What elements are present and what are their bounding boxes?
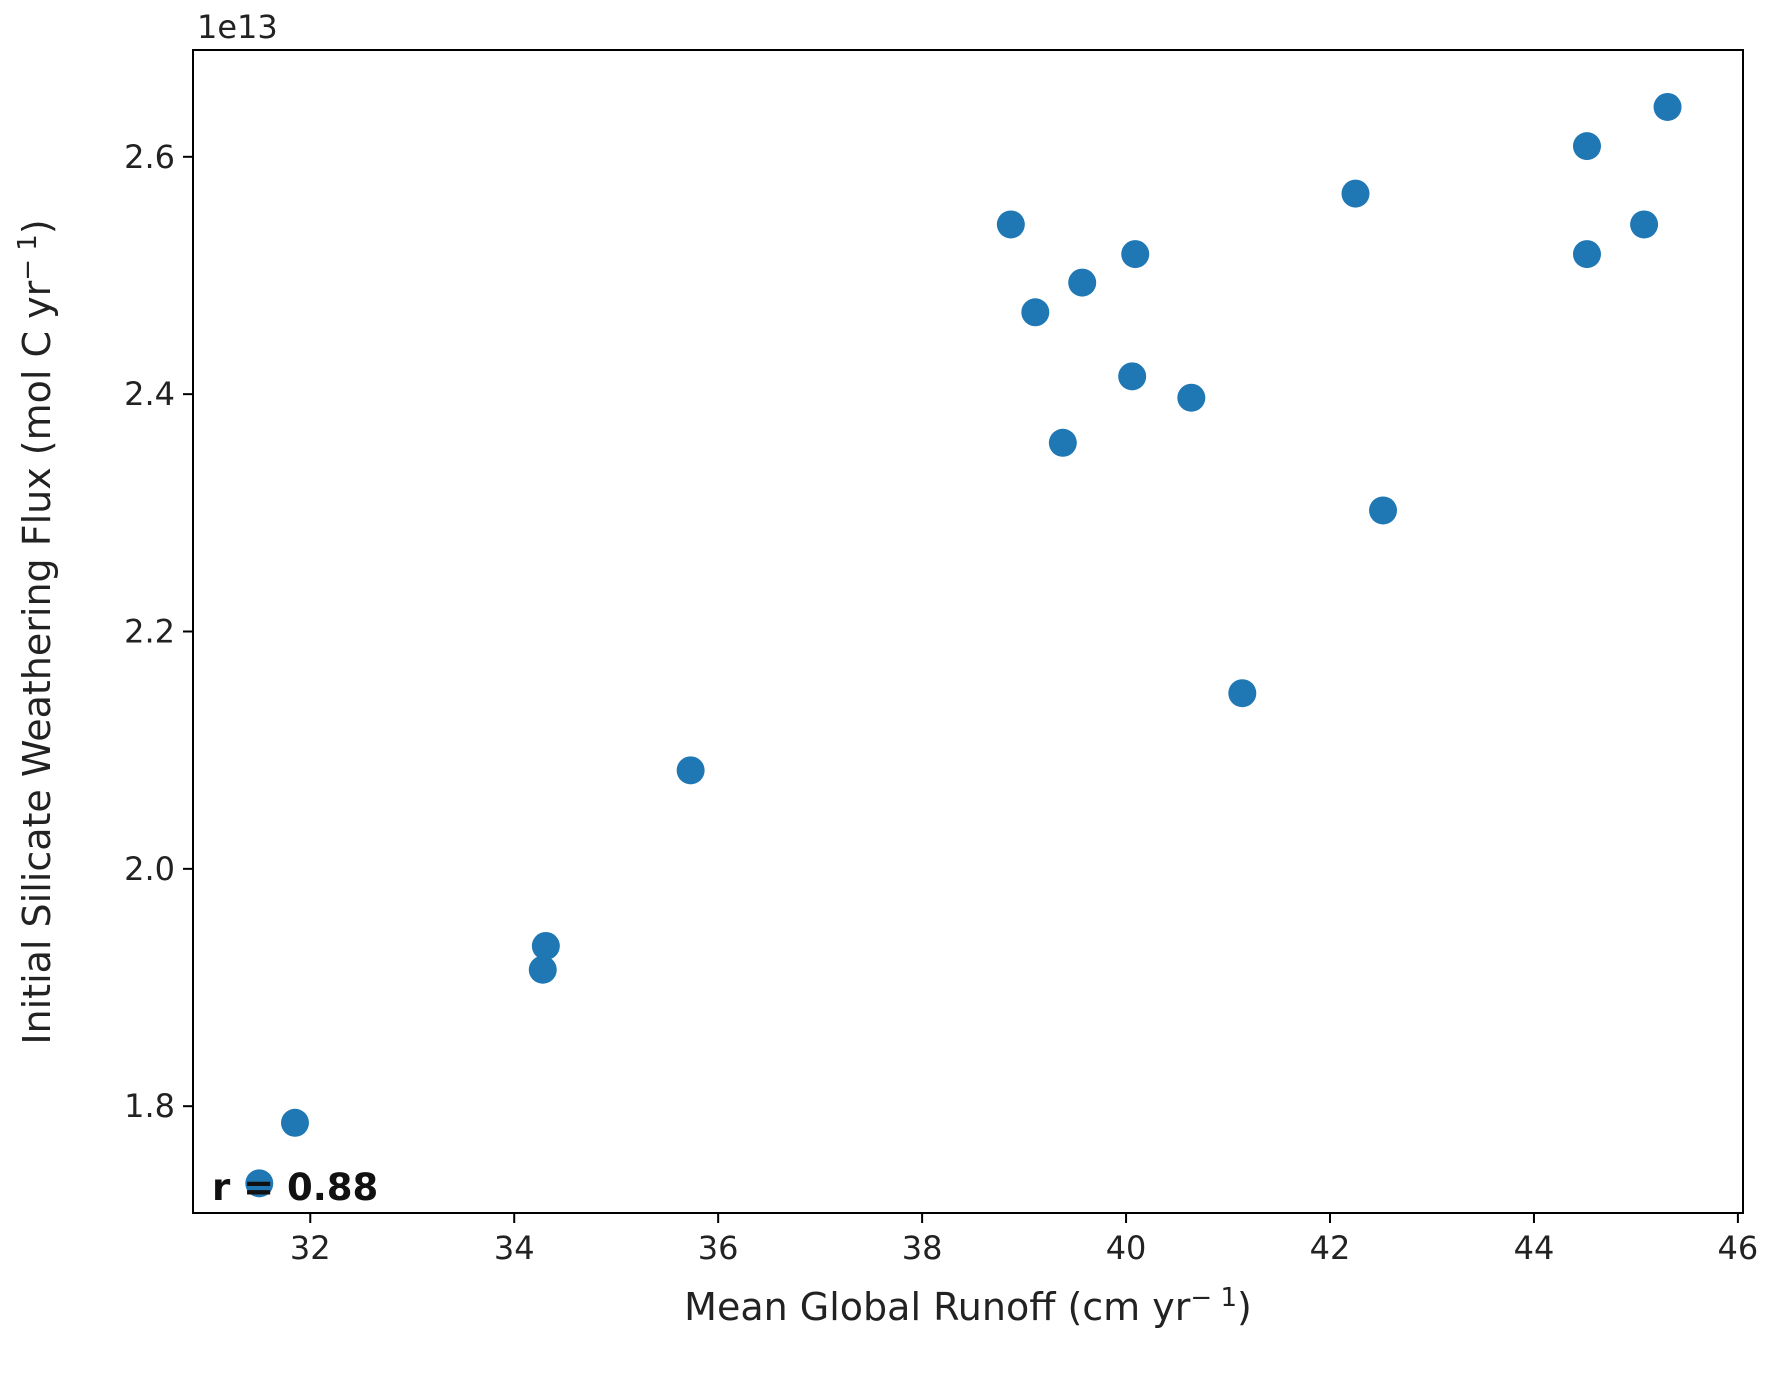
x-axis-label-sup: − 1 — [1190, 1283, 1237, 1313]
x-tick-label: 44 — [1514, 1229, 1555, 1267]
data-point — [1118, 362, 1147, 391]
data-point — [1572, 132, 1601, 161]
data-point — [996, 210, 1025, 239]
data-point — [1228, 679, 1257, 708]
y-tick-label: 2.6 — [124, 138, 175, 176]
data-point — [1021, 298, 1050, 327]
data-point — [1068, 268, 1097, 297]
data-points — [245, 92, 1682, 1198]
x-tick-label: 32 — [290, 1229, 331, 1267]
annotation-r: r = 0.88 — [212, 1166, 378, 1209]
data-point — [1177, 383, 1206, 412]
y-tick-label: 2.0 — [124, 850, 175, 888]
data-point — [1653, 92, 1682, 121]
data-point — [531, 931, 560, 960]
data-point — [280, 1108, 309, 1137]
x-tick-label: 38 — [902, 1229, 943, 1267]
x-axis-ticks: 32 34 36 38 40 42 44 46 — [290, 1213, 1758, 1267]
data-point — [1121, 240, 1150, 269]
data-point — [1572, 240, 1601, 269]
y-axis-label-sup: − 1 — [13, 234, 43, 281]
x-axis-label-main: Mean Global Runoff (cm yr — [684, 1285, 1191, 1329]
x-tick-label: 34 — [494, 1229, 535, 1267]
x-axis-label-close: ) — [1237, 1285, 1252, 1329]
y-axis-label-close: ) — [15, 219, 59, 234]
data-point — [1630, 210, 1659, 239]
x-axis-label: Mean Global Runoff (cm yr− 1) — [684, 1283, 1252, 1329]
data-point — [528, 955, 557, 984]
y-axis-label: Initial Silicate Weathering Flux (mol C … — [13, 219, 59, 1044]
y-tick-label: 2.4 — [124, 375, 175, 413]
x-tick-label: 36 — [698, 1229, 739, 1267]
x-tick-label: 46 — [1718, 1229, 1759, 1267]
plot-area — [192, 49, 1744, 1214]
data-point — [245, 1169, 274, 1198]
data-point — [1341, 179, 1370, 208]
y-axis-label-main: Initial Silicate Weathering Flux (mol C … — [15, 280, 59, 1044]
y-tick-label: 2.2 — [124, 613, 175, 651]
y-axis-ticks: 1.8 2.0 2.2 2.4 2.6 — [124, 138, 193, 1125]
data-point — [1369, 496, 1398, 525]
y-offset-label: 1e13 — [197, 8, 278, 46]
x-tick-label: 42 — [1310, 1229, 1351, 1267]
y-tick-label: 1.8 — [124, 1087, 175, 1125]
data-point — [1048, 428, 1077, 457]
data-point — [676, 756, 705, 785]
x-tick-label: 40 — [1106, 1229, 1147, 1267]
